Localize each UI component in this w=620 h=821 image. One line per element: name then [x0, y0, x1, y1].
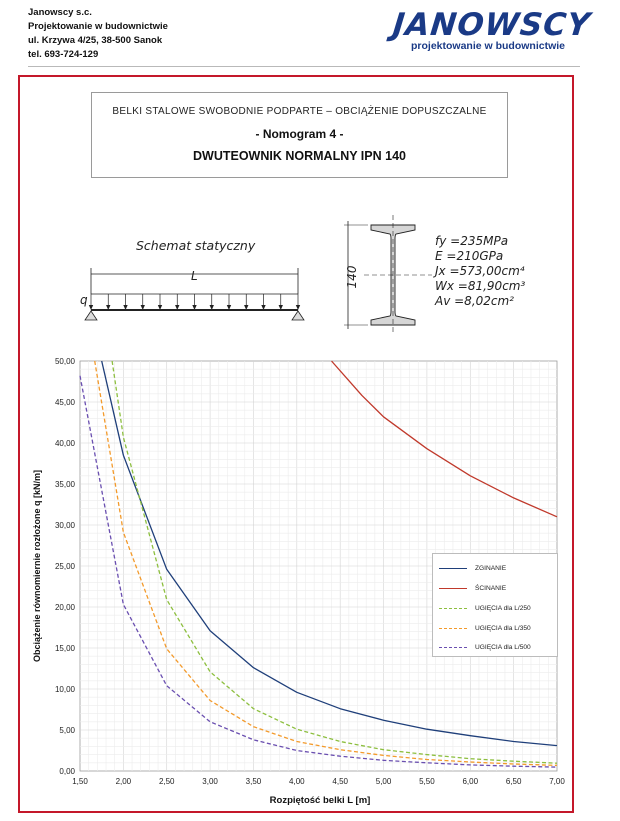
param-Jx: Jx =573,00cm⁴ — [435, 264, 525, 278]
legend-label: UGIĘCIA dla L/250 — [475, 604, 531, 612]
page-frame — [18, 75, 574, 813]
load-arrow — [295, 294, 301, 310]
legend-swatch — [439, 646, 467, 648]
span-label: L — [191, 269, 198, 283]
scheme-label: Schemat statyczny — [136, 238, 256, 253]
company-phone: tel. 693-724-129 — [28, 49, 99, 60]
company-name: Janowscy s.c. — [28, 7, 92, 18]
load-arrow — [226, 294, 232, 310]
section-height-label: 140 — [345, 265, 359, 288]
legend-item: ZGINANIE — [439, 563, 506, 573]
logo-subtitle: projektowanie w budownictwie — [410, 40, 565, 52]
legend-item: UGIĘCIA dla L/250 — [439, 603, 531, 613]
load-arrow — [88, 294, 94, 310]
load-arrow — [209, 294, 214, 310]
load-arrow — [175, 294, 180, 310]
load-arrow — [123, 294, 128, 310]
title-line-1: BELKI STALOWE SWOBODNIE PODPARTE – OBCIĄ… — [112, 106, 487, 117]
load-arrow — [244, 294, 249, 310]
legend-item: UGIĘCIA dla L/500 — [439, 642, 531, 652]
param-E: E =210GPa — [435, 249, 504, 263]
company-description: Projektowanie w budownictwie — [28, 21, 168, 32]
legend-swatch — [439, 587, 467, 589]
legend-label: ŚCINANIE — [475, 584, 507, 592]
company-info: Janowscy s.c. Projektowanie w budownictw… — [28, 6, 168, 62]
title-line-3: DWUTEOWNIK NORMALNY IPN 140 — [193, 149, 406, 163]
load-arrow — [157, 294, 163, 310]
section-parameters: fy =235MPa E =210GPa Jx =573,00cm⁴ Wx =8… — [435, 234, 525, 309]
static-scheme-diagram: Schemat statyczny L q — [80, 238, 305, 321]
legend-swatch — [439, 627, 467, 629]
load-label: q — [80, 293, 88, 307]
legend-item: ŚCINANIE — [439, 583, 506, 593]
ipn-section-drawing: 140 — [344, 215, 432, 335]
left-support — [84, 310, 98, 321]
header-divider — [28, 66, 580, 67]
legend-swatch — [439, 567, 467, 569]
legend-item: UGIĘCIA dla L/350 — [439, 623, 531, 633]
legend-label: UGIĘCIA dla L/500 — [475, 643, 531, 651]
load-arrow — [106, 294, 111, 310]
title-line-2: - Nomogram 4 - — [255, 127, 344, 141]
legend-swatch — [439, 607, 467, 609]
logo: JANOWSCY projektowanie w budownictwie — [391, 7, 593, 52]
param-fy: fy =235MPa — [435, 234, 509, 248]
param-Av: Av =8,02cm² — [435, 294, 514, 308]
load-arrow — [192, 294, 197, 310]
load-arrows — [88, 294, 301, 310]
load-arrow — [140, 294, 145, 310]
load-arrow — [278, 294, 283, 310]
load-arrow — [261, 294, 266, 310]
legend-label: ZGINANIE — [475, 564, 507, 572]
chart-legend: ZGINANIE ŚCINANIE UGIĘCIA dla L/250 UGIĘCIA… — [432, 553, 558, 657]
right-support — [291, 310, 305, 321]
title-box: BELKI STALOWE SWOBODNIE PODPARTE – OBCIĄ… — [91, 92, 508, 178]
legend-label: UGIĘCIA dla L/350 — [475, 624, 531, 632]
param-Wx: Wx =81,90cm³ — [435, 279, 526, 293]
company-address: ul. Krzywa 4/25, 38-500 Sanok — [28, 35, 163, 46]
logo-main-text: JANOWSCY — [391, 7, 593, 43]
